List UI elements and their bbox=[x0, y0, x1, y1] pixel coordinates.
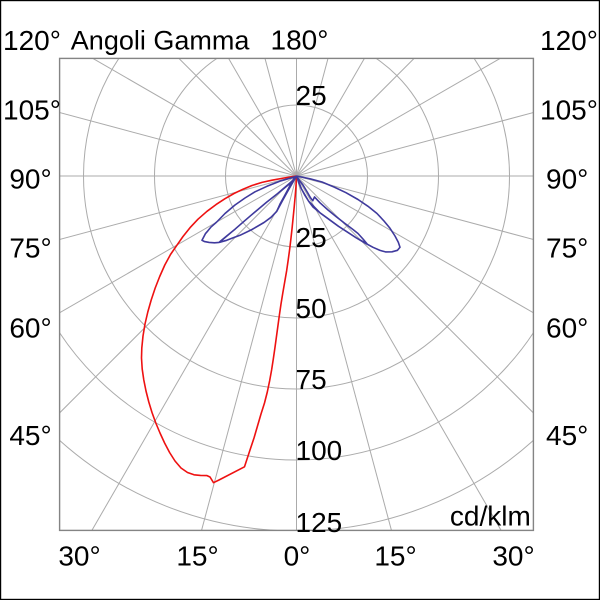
svg-text:100: 100 bbox=[296, 435, 343, 466]
svg-text:45°: 45° bbox=[9, 420, 51, 451]
svg-text:120°: 120° bbox=[3, 25, 61, 56]
svg-text:30°: 30° bbox=[58, 540, 100, 571]
svg-text:125: 125 bbox=[296, 507, 343, 538]
svg-text:90°: 90° bbox=[546, 164, 588, 195]
svg-text:0°: 0° bbox=[284, 540, 311, 571]
svg-text:75°: 75° bbox=[9, 233, 51, 264]
svg-text:30°: 30° bbox=[492, 540, 534, 571]
svg-text:50: 50 bbox=[296, 293, 327, 324]
svg-text:15°: 15° bbox=[374, 540, 416, 571]
svg-text:Angoli Gamma: Angoli Gamma bbox=[71, 25, 251, 55]
svg-text:75: 75 bbox=[296, 364, 327, 395]
svg-text:120°: 120° bbox=[540, 25, 598, 56]
svg-text:cd/klm: cd/klm bbox=[450, 501, 531, 532]
svg-text:90°: 90° bbox=[9, 164, 51, 195]
svg-text:60°: 60° bbox=[546, 313, 588, 344]
svg-text:25: 25 bbox=[296, 222, 327, 253]
svg-text:105°: 105° bbox=[3, 94, 61, 125]
svg-text:45°: 45° bbox=[546, 420, 588, 451]
svg-text:75°: 75° bbox=[546, 233, 588, 264]
svg-text:105°: 105° bbox=[540, 94, 598, 125]
svg-text:180°: 180° bbox=[271, 24, 329, 55]
svg-text:25: 25 bbox=[296, 80, 327, 111]
svg-text:60°: 60° bbox=[9, 313, 51, 344]
svg-text:15°: 15° bbox=[176, 540, 218, 571]
